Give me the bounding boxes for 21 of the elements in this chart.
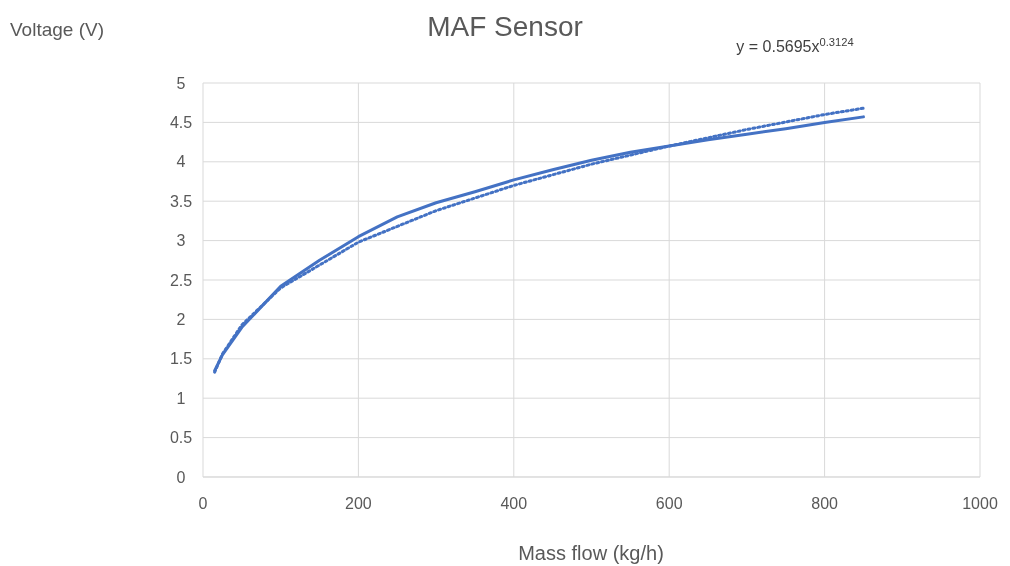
y-tick-label: 0 xyxy=(176,468,186,486)
x-tick-label: 0 xyxy=(198,495,208,512)
chart-title: MAF Sensor xyxy=(427,11,583,42)
x-tick-label: 1000 xyxy=(962,495,998,512)
x-tick-label: 600 xyxy=(655,495,683,512)
x-tick-label: 800 xyxy=(811,495,839,512)
y-tick-label: 2.5 xyxy=(169,271,193,289)
y-tick-label: 3 xyxy=(176,232,186,250)
y-tick-label: 1.5 xyxy=(169,350,193,368)
x-axis-title: Mass flow (kg/h) xyxy=(518,542,664,564)
y-tick-label: 2 xyxy=(176,311,186,328)
y-tick-label: 5 xyxy=(176,74,186,92)
y-tick-label: 4.5 xyxy=(169,114,193,131)
y-tick-label: 1 xyxy=(176,389,186,407)
y-axis-title: Voltage (V) xyxy=(10,19,104,40)
text: y = 0.5695x$^{0.3124}$ xyxy=(736,36,854,55)
y-tick-label: 4 xyxy=(176,153,186,171)
y-tick-label: 3.5 xyxy=(169,192,193,210)
x-tick-label: 200 xyxy=(345,495,372,512)
y-tick-label: 0.5 xyxy=(169,429,193,447)
x-tick-label: 400 xyxy=(500,495,528,512)
